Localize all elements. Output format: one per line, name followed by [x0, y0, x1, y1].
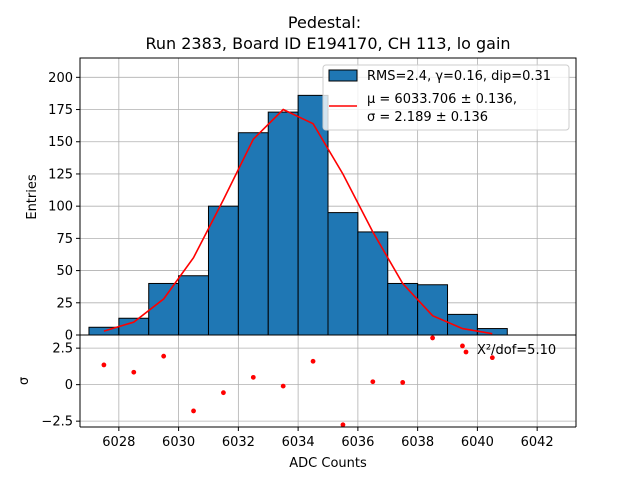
residual-point: [340, 422, 346, 428]
residual-point: [370, 379, 376, 385]
bottom-y-ticks: −2.5 0 2.5: [41, 342, 80, 430]
residual-point: [460, 343, 465, 349]
residual-point: [250, 374, 256, 380]
residual-point: [101, 362, 107, 368]
bottom-y-tick-label: −2.5: [41, 415, 73, 430]
histogram-bar: [118, 317, 150, 336]
legend-box: [322, 64, 570, 131]
legend-fit-label-line2: σ = 2.189 ± 0.136: [367, 110, 488, 125]
top-y-tick-label: 75: [56, 232, 73, 247]
histogram-bar: [178, 275, 209, 336]
residual-point: [400, 380, 406, 385]
top-y-tick-label: 150: [48, 135, 73, 150]
top-y-tick-label: 125: [48, 167, 73, 182]
histogram-bar: [267, 111, 299, 336]
x-tick-label: 6030: [162, 435, 195, 450]
histogram-bar: [237, 132, 269, 336]
histogram-bar: [387, 282, 419, 336]
legend-fit-label-line1: μ = 6033.706 ± 0.136,: [367, 92, 517, 107]
x-axis-label: ADC Counts: [289, 456, 367, 471]
histogram-bar: [417, 284, 449, 336]
residual-point: [161, 353, 167, 359]
legend: RMS=2.4, γ=0.16, dip=0.31 μ = 6033.706 ±…: [322, 64, 570, 131]
top-y-tick-label: 200: [48, 71, 73, 86]
x-tick-label: 6034: [282, 435, 315, 450]
histogram-bar: [207, 205, 239, 336]
legend-hist-label: RMS=2.4, γ=0.16, dip=0.31: [367, 69, 551, 84]
bottom-y-tick-label: 2.5: [52, 342, 73, 357]
top-y-axis-label: Entries: [25, 174, 40, 220]
chi2-annotation: X²/dof=5.10: [477, 343, 556, 358]
top-y-tick-label: 100: [48, 200, 73, 215]
residual-point: [280, 383, 286, 389]
histogram-bar: [357, 231, 389, 336]
top-y-tick-label: 0: [65, 329, 73, 344]
fit-curve: [103, 108, 493, 335]
residual-point: [131, 369, 137, 375]
chart-title-line2: Run 2383, Board ID E194170, CH 113, lo g…: [145, 34, 510, 53]
residual-point: [221, 390, 226, 396]
histogram-bar: [327, 212, 359, 336]
x-tick-label: 6040: [461, 435, 494, 450]
residual-points: [101, 335, 495, 428]
residual-point: [430, 335, 435, 341]
residual-point: [310, 358, 316, 364]
residual-point: [489, 355, 495, 361]
top-y-tick-label: 175: [48, 103, 73, 118]
x-ticks: 6028 6030 6032 6034 6036 6038 6040 6042: [102, 427, 554, 450]
top-y-tick-label: 25: [56, 296, 73, 311]
x-tick-label: 6036: [341, 435, 374, 450]
histogram-bar: [297, 94, 329, 336]
x-tick-label: 6042: [521, 435, 554, 450]
top-y-tick-label: 50: [56, 264, 73, 279]
legend-hist-swatch: [328, 69, 358, 82]
bottom-grid: [80, 335, 576, 427]
histogram-bar: [148, 282, 180, 336]
top-y-ticks: 0 25 50 75 100 125 150 175 200: [48, 71, 80, 344]
bottom-y-tick-label: 0: [65, 378, 73, 393]
x-tick-label: 6038: [401, 435, 434, 450]
x-tick-label: 6032: [222, 435, 255, 450]
residual-point: [191, 408, 196, 414]
chart-title-line1: Pedestal:: [288, 13, 361, 32]
bottom-y-axis-label: σ: [17, 377, 32, 385]
histogram-bars: [88, 94, 508, 336]
x-tick-label: 6028: [102, 435, 135, 450]
residual-legend-marker: [463, 349, 469, 355]
